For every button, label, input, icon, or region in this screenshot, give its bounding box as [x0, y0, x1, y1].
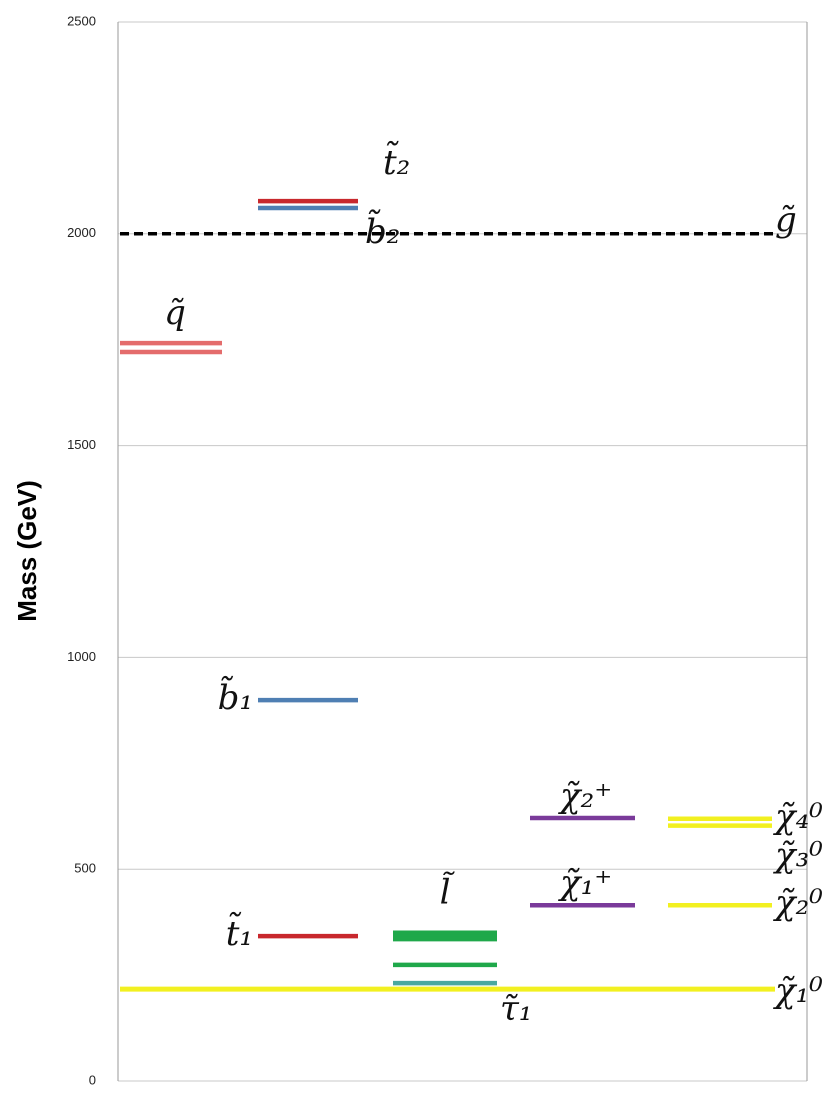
- level-label: g̃: [775, 200, 797, 240]
- level-label: χ̃₂⁺: [558, 776, 612, 816]
- y-tick-label: 2500: [67, 13, 96, 28]
- level-label: b̃₁: [218, 675, 253, 718]
- y-tick-label: 500: [74, 861, 96, 876]
- level-label: χ̃₂⁰: [773, 883, 823, 923]
- y-tick-label: 1500: [67, 437, 96, 452]
- y-tick-label: 0: [89, 1072, 96, 1087]
- level-label: b̃₂: [365, 209, 400, 252]
- level-label: χ̃₄⁰: [773, 797, 823, 837]
- level-label: χ̃₁⁰: [773, 971, 823, 1011]
- level-label: χ̃₁⁺: [558, 863, 612, 903]
- y-tick-label: 2000: [67, 225, 96, 240]
- level-label: l̃: [440, 871, 456, 912]
- level-label: χ̃₃⁰: [773, 836, 823, 876]
- level-label: t̃₂: [383, 140, 410, 183]
- level-label: t̃₁: [226, 911, 253, 954]
- y-tick-label: 1000: [67, 649, 96, 664]
- level-label: τ̃₁: [500, 989, 532, 1029]
- y-axis-title: Mass (GeV): [12, 480, 42, 622]
- level-label: q̃: [164, 293, 186, 333]
